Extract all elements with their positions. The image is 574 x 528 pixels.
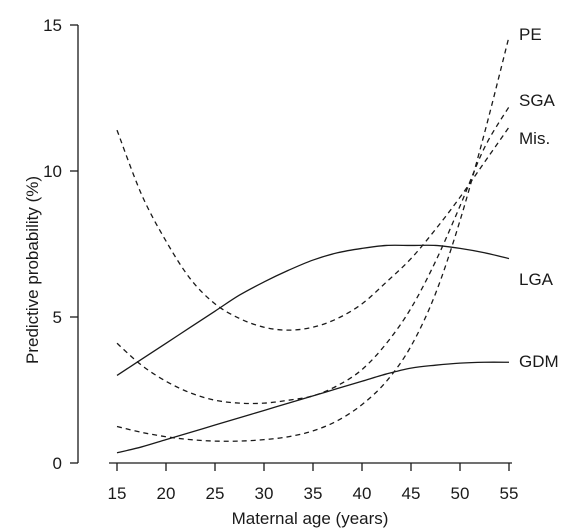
y-tick-label: 0 [53,454,62,473]
series-curves [116,36,510,454]
series-label-pe: PE [519,25,542,44]
x-tick-label: 40 [353,484,372,503]
series-line-pe [116,36,510,442]
y-tick-label: 10 [43,162,62,181]
series-line-mis [116,126,510,331]
y-tick-label: 15 [43,16,62,35]
x-axis-title: Maternal age (years) [232,509,389,528]
series-line-gdm [116,361,510,454]
x-tick-label: 20 [157,484,176,503]
series-label-sga: SGA [519,91,556,110]
x-tick-label: 25 [206,484,225,503]
x-tick-label: 55 [500,484,519,503]
x-tick-label: 50 [451,484,470,503]
series-label-gdm: GDM [519,352,559,371]
x-tick-label: 15 [108,484,127,503]
series-line-sga [116,106,510,405]
series-label-lga: LGA [519,270,554,289]
y-tick-label: 5 [53,308,62,327]
y-ticks: 0 5 10 15 [43,16,78,473]
y-axis-title: Predictive probability (%) [23,176,42,364]
series-label-mis: Mis. [519,129,550,148]
series-line-lga [116,244,510,376]
series-labels: PE SGA Mis. LGA GDM [519,25,559,371]
x-tick-label: 35 [304,484,323,503]
x-tick-label: 45 [402,484,421,503]
x-ticks: 15 20 25 30 35 40 45 50 55 [108,463,519,503]
x-tick-label: 30 [255,484,274,503]
plot-area: 0 5 10 15 15 20 25 30 35 40 45 50 55 PE SGA Mis. LGA GD… [43,16,559,503]
